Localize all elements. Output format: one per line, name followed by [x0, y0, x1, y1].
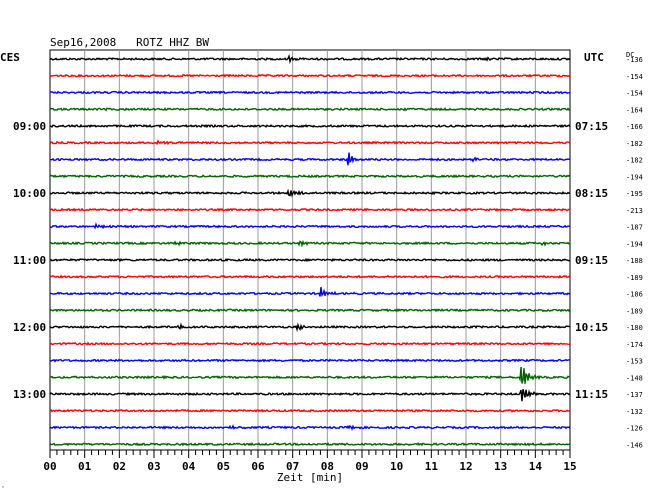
x-tick-label: 05 — [217, 460, 230, 473]
right-time-label: 10:15 — [575, 321, 608, 334]
dc-offset-label: -166 — [626, 123, 643, 131]
trace-21 — [49, 389, 571, 402]
dc-label: DC — [626, 51, 634, 59]
trace-4 — [49, 107, 571, 112]
dc-offset-label: -180 — [626, 324, 643, 332]
trace-2 — [49, 73, 571, 78]
seismogram-traces — [49, 53, 571, 447]
trace-5 — [49, 123, 571, 129]
x-tick-label: 07 — [286, 460, 299, 473]
dc-offset-label: -132 — [626, 408, 643, 416]
trace-1 — [49, 53, 571, 65]
trace-18 — [49, 341, 571, 346]
dc-offset-label: -146 — [626, 441, 643, 449]
dc-offset-label: -186 — [626, 291, 643, 299]
trace-6 — [49, 139, 571, 146]
trace-16 — [49, 308, 571, 313]
x-tick-label: 06 — [251, 460, 265, 473]
right-time-label: 08:15 — [575, 187, 608, 200]
x-tick-label: 03 — [147, 460, 160, 473]
trace-8 — [49, 174, 571, 179]
dc-offset-label: -189 — [626, 274, 643, 282]
dc-offset-label: -126 — [626, 425, 643, 433]
left-timezone-label: CES — [0, 51, 20, 64]
dc-offset-label: -194 — [626, 173, 643, 181]
x-tick-label: 01 — [78, 460, 92, 473]
x-tick-label: 13 — [494, 460, 507, 473]
dc-offset-label: -153 — [626, 358, 643, 366]
trace-20 — [49, 366, 571, 384]
trace-9 — [49, 188, 571, 198]
dc-offset-label: -188 — [626, 257, 643, 265]
corner-mark: ‸ — [2, 481, 4, 488]
trace-24 — [49, 442, 571, 447]
dc-offset-label: -154 — [626, 73, 643, 81]
left-time-label: 09:00 — [13, 120, 46, 133]
trace-23 — [49, 424, 571, 431]
trace-3 — [49, 90, 571, 95]
right-time-label: 09:15 — [575, 254, 608, 267]
trace-11 — [49, 222, 571, 230]
right-timezone-label: UTC — [584, 51, 604, 64]
trace-7 — [49, 152, 571, 166]
trace-13 — [49, 257, 571, 263]
left-time-label: 13:00 — [13, 388, 46, 401]
dc-offset-label: -148 — [626, 374, 643, 382]
x-tick-label: 12 — [459, 460, 472, 473]
x-tick-label: 08 — [321, 460, 334, 473]
dc-offset-label: -194 — [626, 240, 643, 248]
left-time-label: 11:00 — [13, 254, 46, 267]
chart-title: Sep16,2008 ROTZ HHZ BW — [50, 36, 209, 49]
x-tick-label: 15 — [563, 460, 576, 473]
dc-offset-label: -164 — [626, 106, 643, 114]
dc-offset-label: -137 — [626, 391, 643, 399]
x-axis: 00 01 02 03 04 05 06 07 08 09 10 11 12 13 14 15 — [43, 449, 577, 473]
dc-offset-label: -182 — [626, 157, 643, 165]
x-tick-label: 10 — [390, 460, 403, 473]
dc-offset-label: -136 — [626, 56, 643, 64]
x-tick-label: 11 — [425, 460, 439, 473]
dc-offset-labels: -136 -154 -154 -164 -166 -182 -182 -194 -195 -213… — [626, 56, 643, 449]
trace-10 — [49, 207, 571, 212]
dc-offset-label: -174 — [626, 341, 643, 349]
x-tick-label: 02 — [113, 460, 126, 473]
dc-offset-label: -195 — [626, 190, 643, 198]
dc-offset-label: -189 — [626, 307, 643, 315]
dc-offset-label: -187 — [626, 224, 643, 232]
x-tick-label: 14 — [529, 460, 543, 473]
trace-12 — [49, 239, 571, 248]
trace-19 — [49, 358, 571, 363]
dc-offset-label: -154 — [626, 90, 643, 98]
minute-gridlines — [84, 50, 536, 450]
right-time-label: 11:15 — [575, 388, 608, 401]
dc-offset-label: -182 — [626, 140, 643, 148]
x-tick-label: 09 — [355, 460, 368, 473]
x-tick-label: 00 — [43, 460, 56, 473]
left-time-label: 12:00 — [13, 321, 46, 334]
trace-14 — [49, 274, 571, 279]
x-axis-title: Zeit [min] — [277, 471, 343, 484]
time-labels: 09:00 10:00 11:00 12:00 13:00 07:15 08:15 09:15… — [13, 120, 608, 401]
dc-offset-label: -213 — [626, 207, 643, 215]
trace-22 — [49, 408, 571, 413]
right-time-label: 07:15 — [575, 120, 608, 133]
trace-17 — [49, 322, 571, 333]
left-time-label: 10:00 — [13, 187, 46, 200]
x-tick-label: 04 — [182, 460, 196, 473]
trace-15 — [49, 286, 571, 298]
